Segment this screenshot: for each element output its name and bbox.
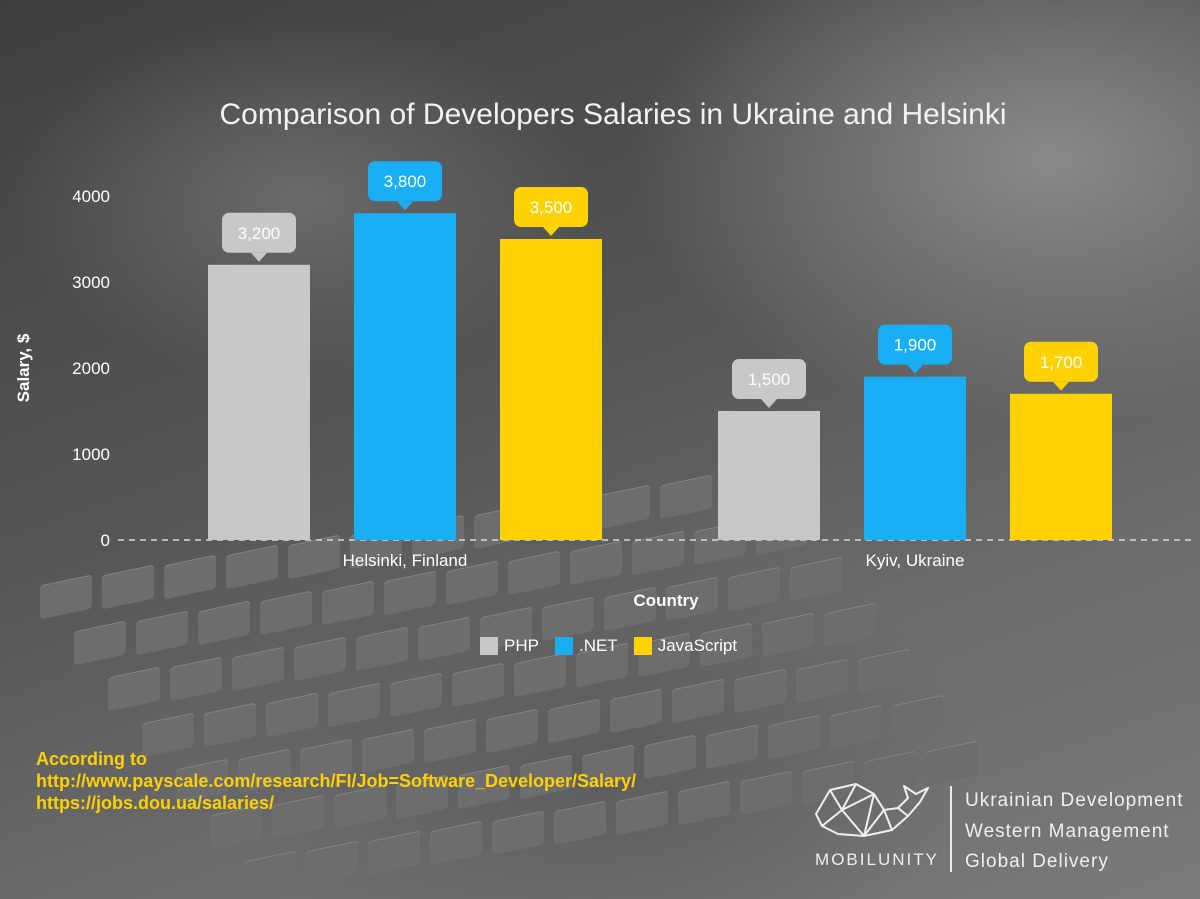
brand-divider xyxy=(950,786,952,872)
brand-block: MOBILUNITY Ukrainian Development Western… xyxy=(812,780,1192,880)
source-link-payscale[interactable]: http://www.payscale.com/research/FI/Job=… xyxy=(36,771,637,791)
y-tick-label: 3000 xyxy=(72,273,110,292)
legend-item: JavaScript xyxy=(633,636,738,656)
data-label-bubble xyxy=(222,212,296,253)
data-label-pointer xyxy=(907,364,923,374)
data-label-pointer xyxy=(1053,381,1069,391)
data-label: 3,200 xyxy=(238,224,281,243)
legend-label: JavaScript xyxy=(657,636,738,655)
brand-name: MOBILUNITY xyxy=(815,850,939,869)
bar-net xyxy=(864,376,966,540)
legend-label: .NET xyxy=(578,636,618,655)
data-label: 1,900 xyxy=(894,336,937,355)
tagline-line-3: Global Delivery xyxy=(965,851,1109,872)
whale-logo-icon xyxy=(815,783,929,837)
tagline-line-1: Ukrainian Development xyxy=(965,790,1184,811)
data-label-pointer xyxy=(543,227,559,236)
category-label: Helsinki, Finland xyxy=(343,551,468,570)
data-label-bubble xyxy=(1024,341,1098,382)
data-label: 1,700 xyxy=(1040,353,1083,372)
legend-item: PHP xyxy=(480,636,539,656)
data-label-bubble xyxy=(732,359,806,399)
data-label: 3,500 xyxy=(530,198,573,217)
y-tick-label: 4000 xyxy=(72,187,110,206)
legend-swatch xyxy=(633,637,652,655)
data-label: 3,800 xyxy=(384,172,427,191)
chart-title: Comparison of Developers Salaries in Ukr… xyxy=(219,98,1007,131)
legend-item: .NET xyxy=(554,636,618,656)
brand-tagline: Ukrainian Development Western Management… xyxy=(965,786,1184,878)
chart-legend: PHP .NET JavaScript xyxy=(480,636,737,656)
tagline-line-2: Western Management xyxy=(965,820,1170,842)
bar-javascript xyxy=(500,239,602,540)
bar-php xyxy=(208,264,310,540)
bar-net xyxy=(354,213,456,540)
source-heading: According to xyxy=(36,749,147,769)
legend-swatch xyxy=(480,637,498,655)
legend-swatch xyxy=(554,637,573,655)
legend-label: PHP xyxy=(504,636,539,655)
data-label-pointer xyxy=(761,399,777,408)
source-note: According to http://www.payscale.com/res… xyxy=(36,748,636,814)
bar-javascript xyxy=(1010,393,1112,540)
y-tick-label: 2000 xyxy=(72,359,110,378)
category-label: Kyiv, Ukraine xyxy=(866,551,965,570)
data-label-pointer xyxy=(251,252,267,262)
y-axis-title: Salary, $ xyxy=(14,333,33,402)
data-label-bubble xyxy=(878,324,952,365)
data-label-bubble xyxy=(514,187,588,227)
data-label: 1,500 xyxy=(748,370,791,389)
source-link-dou[interactable]: https://jobs.dou.ua/salaries/ xyxy=(36,793,275,813)
bar-php xyxy=(718,411,820,540)
data-label-pointer xyxy=(397,201,413,211)
data-label-bubble xyxy=(368,161,442,202)
y-tick-label: 0 xyxy=(101,531,110,550)
y-tick-label: 1000 xyxy=(72,445,110,464)
x-axis-title: Country xyxy=(633,591,699,610)
